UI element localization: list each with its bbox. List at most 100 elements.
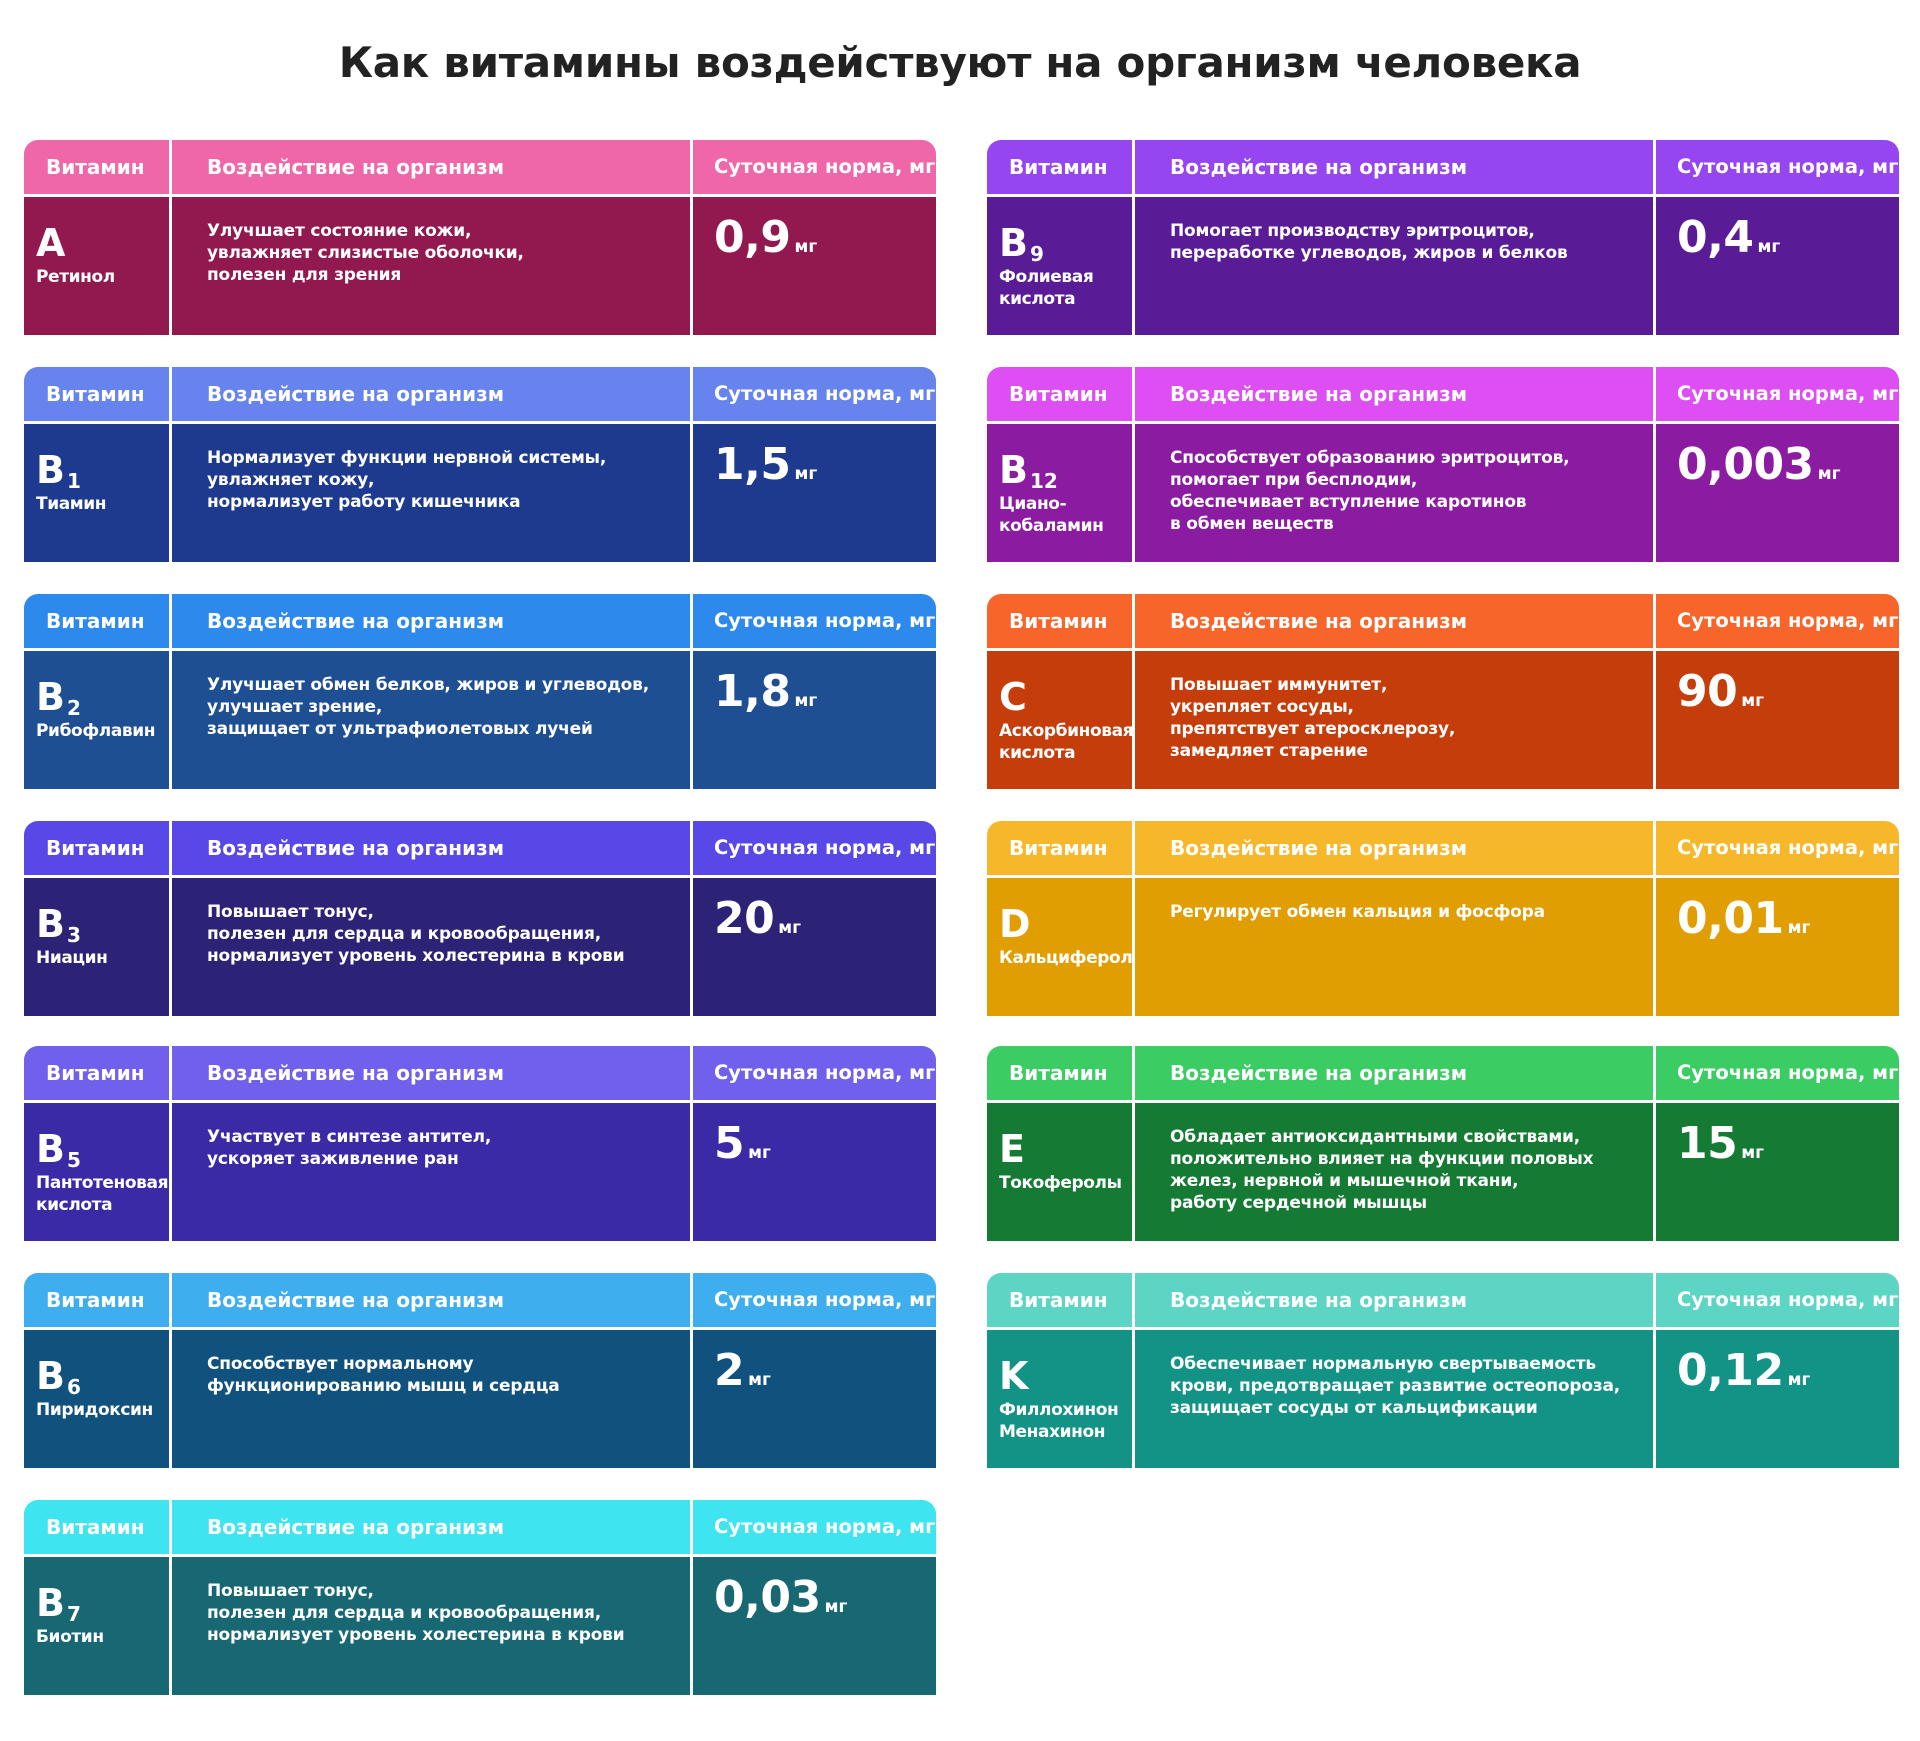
column-divider [1653, 140, 1656, 335]
header-norm-label: Суточная норма, мг [714, 836, 936, 859]
header-vitamin-label: Витамин [46, 382, 145, 406]
header-norm-label: Суточная норма, мг [1677, 382, 1899, 405]
header-norm-label: Суточная норма, мг [714, 382, 936, 405]
column-divider [1653, 594, 1656, 789]
norm-value: 0,9 [714, 212, 791, 263]
header-norm-label: Суточная норма, мг [1677, 1061, 1899, 1084]
header-vitamin-label: Витамин [1009, 836, 1108, 860]
header-vitamin-label: Витамин [46, 609, 145, 633]
vitamin-letter: E [999, 1127, 1025, 1171]
header-norm-label: Суточная норма, мг [1677, 1288, 1899, 1311]
column-divider [690, 1273, 693, 1468]
card-header: Витамин Воздействие на организм Суточная… [24, 1273, 936, 1327]
daily-norm: 5 мг [714, 1118, 771, 1169]
header-divider [24, 1100, 936, 1103]
norm-unit: мг [748, 1370, 771, 1390]
column-divider [1132, 594, 1135, 789]
effect-text: Нормализует функции нервной системы, увл… [207, 448, 607, 512]
vitamin-name: Пантотеновая кислота [36, 1173, 169, 1215]
card-body [987, 1103, 1899, 1241]
column-divider [1132, 821, 1135, 1016]
header-divider [24, 421, 936, 424]
vitamin-subscript: 5 [66, 1148, 81, 1172]
column-divider [169, 821, 172, 1016]
effect-text: Повышает иммунитет, укрепляет сосуды, пр… [1170, 675, 1456, 761]
column-divider [1132, 367, 1135, 562]
norm-unit: мг [794, 464, 818, 484]
vitamin-letter: A [36, 221, 66, 265]
norm-value: 5 [714, 1118, 745, 1169]
daily-norm: 0,4 мг [1677, 212, 1780, 263]
card-body [24, 651, 936, 789]
header-effect-label: Воздействие на организм [1170, 836, 1468, 860]
header-vitamin-label: Витамин [1009, 1288, 1108, 1312]
daily-norm: 15 мг [1677, 1118, 1764, 1169]
vitamin-card: Витамин Воздействие на организм Суточная… [24, 594, 936, 789]
vitamin-subscript: 9 [1029, 242, 1044, 266]
header-norm-label: Суточная норма, мг [1677, 609, 1899, 632]
vitamin-name: Токоферолы [999, 1173, 1122, 1193]
effect-text: Способствует образованию эритроцитов, по… [1170, 448, 1570, 534]
vitamin-letter: D [999, 902, 1031, 946]
norm-value: 2 [714, 1345, 745, 1396]
vitamin-label: A [36, 220, 67, 266]
norm-value: 90 [1677, 666, 1738, 717]
card-body [987, 878, 1899, 1016]
vitamin-name: Циано- кобаламин [999, 494, 1104, 536]
header-vitamin-label: Витамин [46, 836, 145, 860]
column-divider [1653, 1273, 1656, 1468]
header-effect-label: Воздействие на организм [207, 155, 505, 179]
vitamin-letter: B [36, 448, 65, 492]
column-divider [169, 1046, 172, 1241]
effect-text: Улучшает состояние кожи, увлажняет слизи… [207, 221, 524, 285]
card-body [987, 197, 1899, 335]
card-body [987, 424, 1899, 562]
vitamin-subscript: 12 [1029, 469, 1058, 493]
header-divider [987, 1327, 1899, 1330]
norm-value: 0,01 [1677, 893, 1784, 944]
norm-value: 0,12 [1677, 1345, 1784, 1396]
norm-value: 1,5 [714, 439, 791, 490]
header-effect-label: Воздействие на организм [207, 1061, 505, 1085]
vitamin-letter: B [36, 675, 65, 719]
column-divider [169, 594, 172, 789]
daily-norm: 0,01 мг [1677, 893, 1810, 944]
column-divider [169, 140, 172, 335]
card-header: Витамин Воздействие на организм Суточная… [987, 594, 1899, 648]
vitamin-letter: B [36, 1127, 65, 1171]
card-body [24, 424, 936, 562]
column-divider [1132, 1046, 1135, 1241]
column-divider [1653, 367, 1656, 562]
vitamin-letter: K [999, 1354, 1029, 1398]
header-norm-label: Суточная норма, мг [1677, 155, 1899, 178]
header-norm-label: Суточная норма, мг [714, 1288, 936, 1311]
vitamin-label: D [999, 901, 1033, 947]
norm-unit: мг [794, 691, 818, 711]
vitamin-name: Филлохинон Менахинон [999, 1400, 1119, 1442]
effect-text: Обеспечивает нормальную свертываемость к… [1170, 1354, 1621, 1418]
card-body [24, 1330, 936, 1468]
header-effect-label: Воздействие на организм [1170, 609, 1468, 633]
effect-text: Обладает антиоксидантными свойствами, по… [1170, 1127, 1594, 1213]
vitamin-subscript: 2 [66, 696, 81, 720]
header-vitamin-label: Витамин [1009, 382, 1108, 406]
norm-unit: мг [1787, 918, 1811, 938]
vitamin-card: Витамин Воздействие на организм Суточная… [987, 1046, 1899, 1241]
card-header: Витамин Воздействие на организм Суточная… [987, 1046, 1899, 1100]
card-body [987, 651, 1899, 789]
norm-value: 0,003 [1677, 439, 1814, 490]
header-norm-label: Суточная норма, мг [714, 155, 936, 178]
page-title: Как витамины воздействуют на организм че… [338, 38, 1582, 87]
card-body [24, 1557, 936, 1695]
header-vitamin-label: Витамин [1009, 1061, 1108, 1085]
vitamin-letter: B [999, 221, 1028, 265]
norm-value: 15 [1677, 1118, 1738, 1169]
card-header: Витамин Воздействие на организм Суточная… [987, 821, 1899, 875]
card-header: Витамин Воздействие на организм Суточная… [987, 1273, 1899, 1327]
effect-text: Помогает производству эритроцитов, перер… [1170, 221, 1568, 263]
header-divider [987, 875, 1899, 878]
daily-norm: 1,5 мг [714, 439, 817, 490]
vitamin-card: Витамин Воздействие на организм Суточная… [24, 140, 936, 335]
